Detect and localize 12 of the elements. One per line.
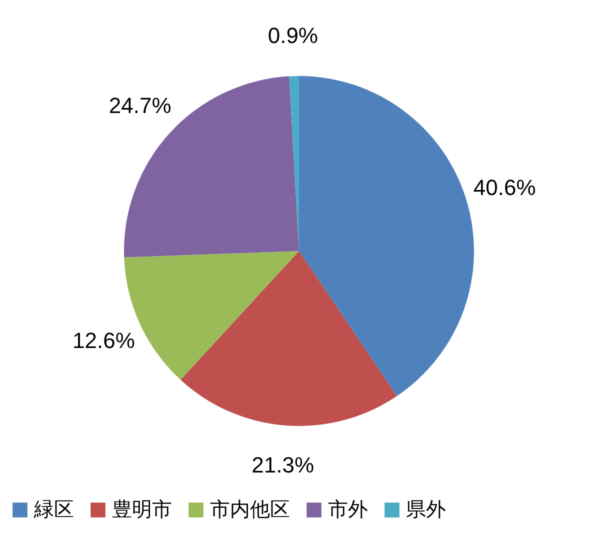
data-label: 21.3% (252, 452, 314, 478)
legend-label: 市内他区 (210, 497, 290, 521)
data-label: 12.6% (72, 328, 135, 353)
pie-slice (299, 76, 474, 396)
legend-label: 緑区 (33, 497, 74, 521)
data-label: 0.9% (268, 23, 318, 48)
pie-slice (180, 251, 397, 426)
legend-label: 豊明市 (112, 497, 172, 521)
legend-label: 県外 (406, 497, 446, 521)
data-label: 40.6% (473, 175, 536, 200)
data-label: 24.7% (108, 93, 172, 118)
legend-label: 市外 (328, 497, 368, 521)
